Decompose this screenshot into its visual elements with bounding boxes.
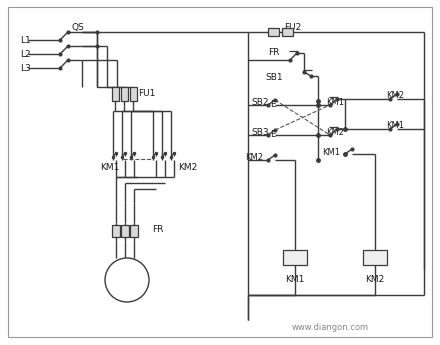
Text: KM2: KM2: [326, 128, 344, 137]
Bar: [111, 87, 118, 101]
Text: KM2: KM2: [178, 162, 197, 171]
Text: QS: QS: [72, 22, 84, 31]
Text: KM1: KM1: [285, 276, 304, 285]
Bar: [363, 250, 387, 265]
Text: L1: L1: [20, 36, 31, 45]
Text: SB3: SB3: [251, 128, 269, 137]
Text: SB2: SB2: [251, 98, 269, 107]
Text: KM2: KM2: [365, 276, 385, 285]
Text: www.diangon.com: www.diangon.com: [291, 324, 369, 333]
Bar: [268, 28, 279, 36]
Bar: [129, 87, 136, 101]
Text: KM1: KM1: [326, 98, 344, 107]
Circle shape: [105, 258, 149, 302]
Text: FU1: FU1: [138, 89, 155, 98]
Text: KM1: KM1: [386, 120, 404, 129]
Text: FU2: FU2: [284, 22, 301, 31]
Text: SB1: SB1: [265, 72, 283, 81]
Text: L2: L2: [20, 49, 31, 59]
Bar: [130, 225, 138, 237]
Bar: [282, 28, 293, 36]
Bar: [121, 225, 129, 237]
Text: KM1: KM1: [100, 162, 119, 171]
Text: E: E: [270, 99, 275, 108]
Text: L3: L3: [20, 63, 31, 72]
Text: KM2: KM2: [386, 90, 404, 99]
Bar: [121, 87, 128, 101]
Text: KM1: KM1: [322, 148, 340, 157]
Text: 3~: 3~: [121, 280, 134, 289]
Bar: [283, 250, 307, 265]
Text: E: E: [270, 129, 275, 138]
Bar: [112, 225, 120, 237]
Text: M: M: [122, 269, 132, 279]
Text: KM2: KM2: [245, 152, 263, 161]
Text: FR: FR: [152, 226, 163, 235]
Text: FR: FR: [268, 48, 280, 57]
